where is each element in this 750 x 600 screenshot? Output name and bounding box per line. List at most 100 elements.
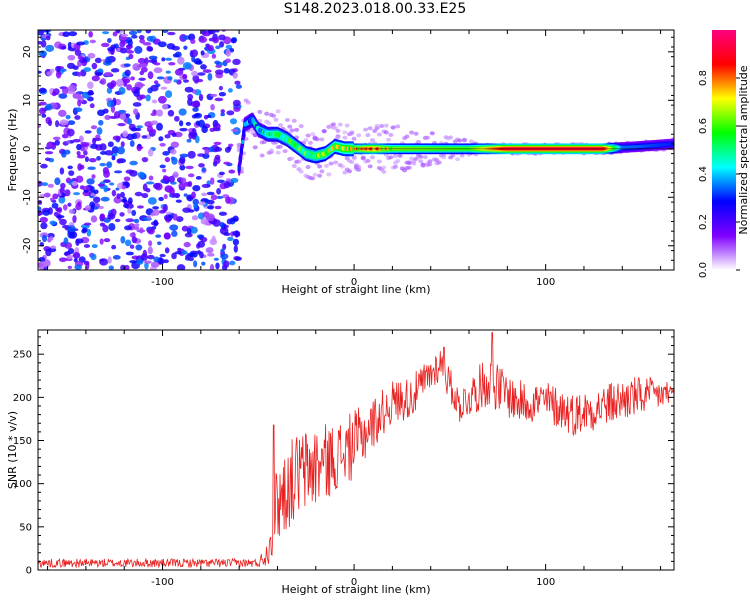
noise-blob: [89, 103, 95, 109]
noise-blob: [75, 175, 84, 183]
noise-blob: [156, 76, 165, 80]
noise-blob: [99, 78, 107, 85]
noise-blob: [218, 211, 228, 216]
noise-blob: [102, 31, 110, 35]
noise-blob: [215, 30, 220, 33]
noise-blob: [218, 92, 227, 97]
noise-blob: [68, 31, 78, 37]
ridge-haze: [418, 154, 424, 159]
noise-blob: [49, 236, 54, 241]
noise-blob: [38, 210, 44, 216]
noise-blob: [164, 156, 171, 163]
noise-blob: [201, 183, 211, 188]
noise-blob: [193, 113, 200, 117]
noise-blob: [98, 119, 104, 126]
noise-blob: [147, 197, 157, 205]
noise-blob: [225, 44, 233, 50]
noise-blob: [123, 203, 129, 209]
noise-blob: [163, 259, 169, 264]
noise-blob: [120, 33, 129, 38]
noise-blob: [193, 260, 198, 268]
noise-blob: [194, 135, 200, 144]
noise-blob: [167, 76, 173, 81]
noise-blob: [90, 215, 98, 223]
noise-blob: [85, 261, 90, 270]
noise-blob: [165, 70, 171, 74]
noise-blob: [127, 208, 132, 214]
noise-blob: [216, 179, 226, 184]
noise-blob: [161, 57, 166, 62]
noise-blob: [73, 192, 81, 196]
noise-blob: [191, 191, 196, 199]
ridge-haze: [310, 176, 316, 181]
spectrogram-ylabel: Frequency (Hz): [6, 109, 19, 192]
noise-blob: [158, 136, 164, 142]
ridge-haze: [326, 172, 332, 177]
noise-blob: [183, 79, 189, 83]
noise-blob: [52, 88, 60, 96]
noise-blob: [45, 248, 52, 257]
noise-blob: [162, 168, 167, 173]
noise-blob: [99, 238, 104, 245]
x-tick-label: -100: [151, 577, 174, 588]
noise-blob: [178, 183, 188, 188]
ridge-haze: [305, 133, 311, 138]
noise-blob: [100, 151, 107, 155]
noise-blob: [218, 171, 225, 176]
noise-blob: [198, 93, 204, 102]
noise-blob: [75, 203, 82, 211]
noise-blob: [182, 207, 191, 213]
noise-blob: [159, 253, 166, 258]
noise-blob: [227, 143, 234, 147]
noise-blob: [87, 166, 96, 171]
noise-blob: [38, 257, 46, 263]
noise-blob: [76, 41, 86, 46]
noise-blob: [158, 196, 164, 202]
noise-blob: [83, 222, 92, 226]
ridge-haze: [369, 138, 375, 143]
noise-blob: [103, 179, 111, 184]
noise-blob: [178, 108, 187, 116]
noise-blob: [142, 42, 152, 46]
ridge-haze: [436, 160, 442, 165]
ridge-haze: [319, 137, 325, 142]
ridge-haze: [321, 128, 327, 133]
y-tick-label: 0: [22, 146, 33, 152]
noise-blob: [128, 30, 138, 36]
noise-blob: [66, 62, 76, 69]
noise-blob: [65, 114, 71, 120]
noise-blob: [223, 161, 231, 165]
ridge-haze: [328, 161, 334, 166]
noise-blob: [148, 175, 154, 181]
noise-blob: [182, 61, 192, 70]
noise-blob: [204, 148, 210, 155]
noise-blob: [100, 42, 110, 48]
noise-blob: [66, 128, 75, 137]
ridge-haze: [372, 128, 378, 133]
ridge-haze: [287, 124, 293, 129]
noise-blob: [67, 54, 76, 61]
noise-blob: [159, 164, 166, 169]
noise-blob: [133, 226, 140, 231]
noise-blob: [87, 91, 94, 96]
noise-blob: [206, 191, 215, 196]
noise-blob: [220, 109, 226, 114]
noise-blob: [147, 148, 154, 157]
noise-blob: [202, 153, 210, 159]
noise-blob: [129, 232, 135, 238]
colorbar-tick-label: 0.6: [698, 118, 709, 134]
ridge-haze: [349, 131, 355, 136]
noise-blob: [143, 260, 152, 264]
noise-blob: [54, 177, 61, 186]
ridge-haze: [257, 109, 263, 114]
noise-blob: [141, 193, 149, 199]
noise-blob: [167, 31, 176, 36]
noise-blob: [126, 50, 134, 54]
noise-blob: [129, 140, 135, 148]
noise-blob: [220, 112, 226, 117]
noise-blob: [160, 86, 168, 90]
noise-blob: [113, 170, 123, 174]
noise-blob: [114, 218, 121, 223]
noise-blob: [136, 125, 143, 129]
